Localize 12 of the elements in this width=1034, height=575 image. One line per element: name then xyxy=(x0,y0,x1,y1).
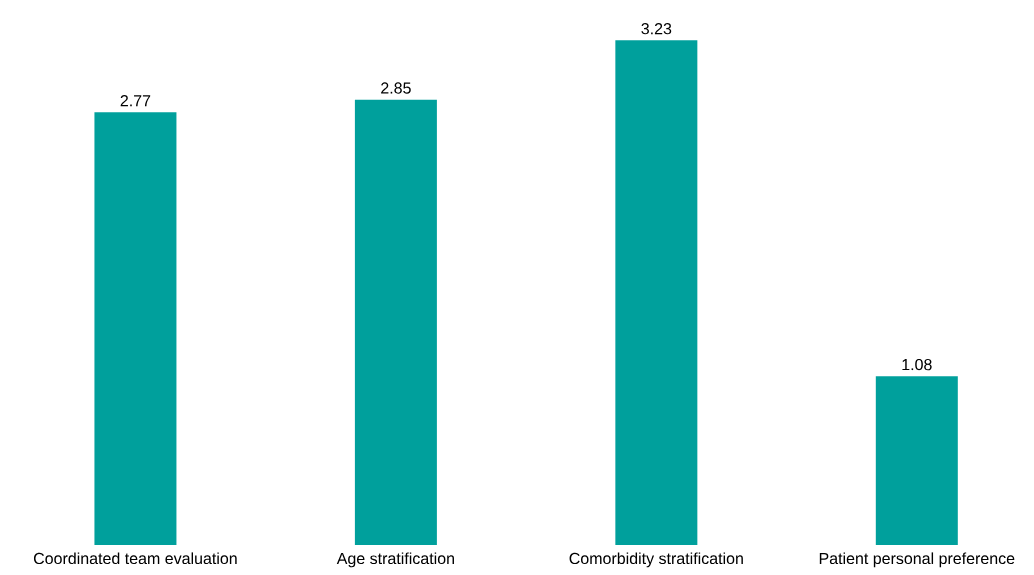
bar xyxy=(354,99,437,545)
bar xyxy=(875,376,958,545)
data-label: 3.23 xyxy=(641,23,672,35)
data-label: 2.77 xyxy=(120,95,151,107)
x-tick-label: Age stratification xyxy=(336,552,454,568)
bar xyxy=(94,112,177,545)
data-label: 2.85 xyxy=(381,82,411,94)
x-tick-label: Coordinated team evaluation xyxy=(33,552,237,565)
x-tick-label: Patient personal preference xyxy=(819,552,1015,568)
bar xyxy=(615,40,698,545)
data-label: 1.08 xyxy=(902,358,932,371)
x-tick-label: Comorbidity stratification xyxy=(569,552,743,568)
